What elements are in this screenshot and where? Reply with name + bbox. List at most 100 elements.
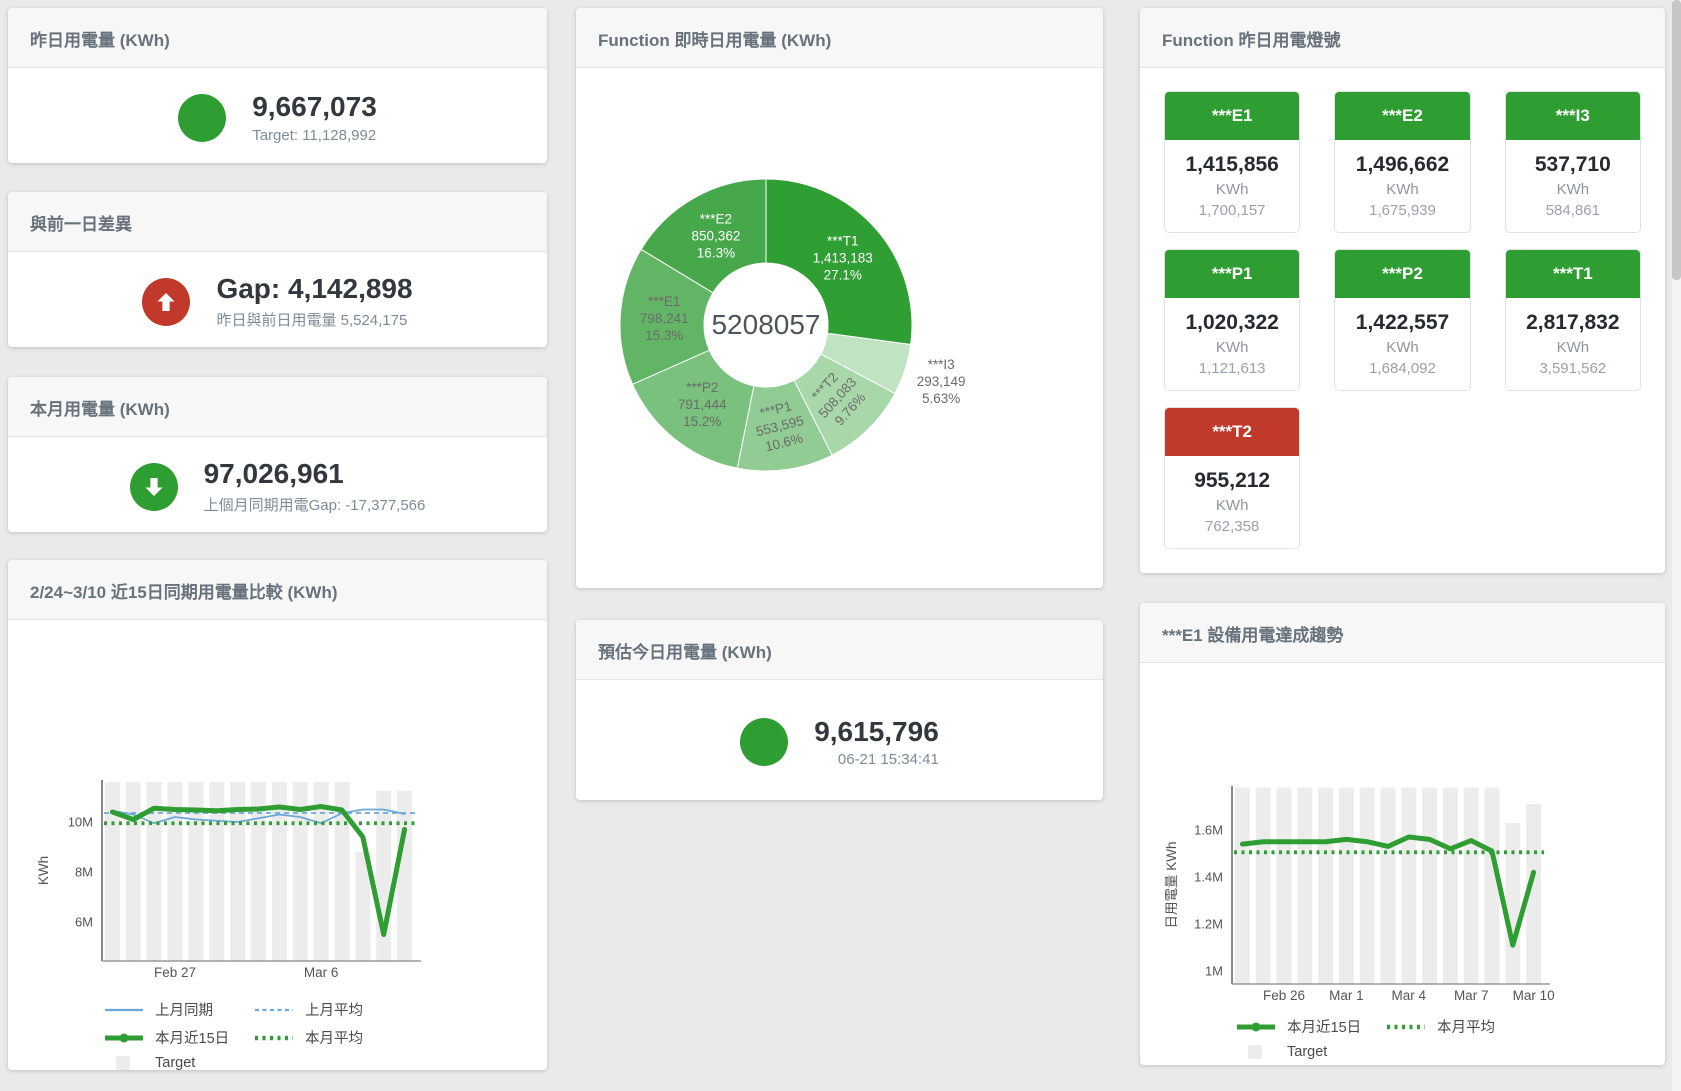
svg-text:Feb 26: Feb 26 xyxy=(1263,988,1305,1003)
svg-text:1.2M: 1.2M xyxy=(1194,917,1223,932)
legend-label: 上月同期 xyxy=(155,1003,213,1019)
tile-value: 1,496,662 xyxy=(1355,153,1450,176)
arrow-down-icon xyxy=(129,462,178,511)
kpi-value: 9,667,073 xyxy=(252,91,377,123)
legend-item[interactable]: 本月平均 xyxy=(1385,1016,1535,1037)
card-today-forecast: 預估今日用電量 (KWh) 9,615,796 06-21 15:34:41 xyxy=(576,620,1103,800)
svg-text:***T1: ***T1 xyxy=(827,233,859,248)
device-tile: ***P1 1,020,322 KWh 1,121,613 xyxy=(1164,249,1301,391)
legend-item[interactable]: 上月平均 xyxy=(253,999,403,1020)
card-yesterday-usage: 昨日用電量 (KWh) 9,667,073 Target: 11,128,992 xyxy=(8,8,547,163)
kpi-timestamp: 06-21 15:34:41 xyxy=(837,751,939,769)
svg-text:15.3%: 15.3% xyxy=(645,328,683,343)
legend-label: Target xyxy=(1287,1044,1328,1060)
legend-item[interactable]: 本月近15日 xyxy=(103,1027,253,1048)
kpi-subtitle: 昨日與前日用電量 5,524,175 xyxy=(216,311,408,329)
tile-value: 1,415,856 xyxy=(1185,153,1279,176)
legend-label: 本月近15日 xyxy=(155,1031,230,1047)
tile-value: 2,817,832 xyxy=(1526,311,1620,334)
comparison-line-chart[interactable]: 6M 8M 10M KWh Feb 27 Mar 6 xyxy=(8,620,547,997)
card-title: 本月用電量 (KWh) xyxy=(8,377,547,437)
card-15day-comparison-chart: 2/24~3/10 近15日同期用電量比較 (KWh) 6M 8M 10M KWh Fe… xyxy=(8,560,547,1071)
tile-target: 762,358 xyxy=(1205,518,1260,535)
legend-item[interactable]: 上月同期 xyxy=(103,999,253,1020)
svg-text:***I3: ***I3 xyxy=(928,357,955,372)
svg-text:10M: 10M xyxy=(68,815,93,830)
device-tile: ***E2 1,496,662 KWh 1,675,939 xyxy=(1334,91,1471,233)
tile-unit: KWh xyxy=(1556,181,1590,198)
device-tile: ***T1 2,817,832 KWh 3,591,562 xyxy=(1504,249,1641,391)
tile-device-name: ***T2 xyxy=(1165,408,1300,456)
chart-legend: 本月近15日 本月平均 Target xyxy=(1140,1016,1665,1060)
svg-text:8M: 8M xyxy=(75,865,93,880)
tile-unit: KWh xyxy=(1386,339,1419,356)
card-month-usage: 本月用電量 (KWh) 97,026,961 上個月同期用電Gap: -17,3… xyxy=(8,377,547,532)
svg-text:15.2%: 15.2% xyxy=(683,414,721,429)
svg-text:27.1%: 27.1% xyxy=(824,267,862,282)
card-e1-trend-chart: ***E1 設備用電達成趨勢 1M 1.2M 1.4M 1.6M 日用電量 KWh Feb… xyxy=(1140,603,1665,1065)
arrow-up-icon xyxy=(142,277,191,326)
tile-target: 1,700,157 xyxy=(1198,202,1266,219)
svg-text:16.3%: 16.3% xyxy=(697,246,735,261)
function-usage-donut-chart[interactable]: ***T1 1,413,183 27.1% ***I3 293,149 5.63% ***T… xyxy=(576,68,1103,596)
tile-target: 1,121,613 xyxy=(1198,360,1266,377)
svg-text:日用電量 KWh: 日用電量 KWh xyxy=(1164,841,1179,928)
card-yesterday-lights: Function 昨日用電燈號 ***E1 1,415,856 KWh 1,700,1… xyxy=(1140,8,1665,573)
kpi-text: 9,667,073 Target: 11,128,992 xyxy=(252,91,377,143)
device-tile: ***I3 537,710 KWh 584,861 xyxy=(1504,91,1641,233)
kpi-subtitle: Target: 11,128,992 xyxy=(252,126,377,144)
kpi-value: Gap: 4,142,898 xyxy=(216,273,413,305)
page-scrollbar-thumb[interactable] xyxy=(1672,0,1681,280)
status-circle-icon xyxy=(178,93,227,142)
svg-text:***E2: ***E2 xyxy=(700,212,732,227)
card-title: Function 昨日用電燈號 xyxy=(1140,8,1665,68)
green-thick-legend-swatch-icon xyxy=(1237,1022,1275,1031)
tile-unit: KWh xyxy=(1215,181,1249,198)
e1-trend-line-chart[interactable]: 1M 1.2M 1.4M 1.6M 日用電量 KWh Feb 26 Mar 1 Mar 4 Ma… xyxy=(1140,663,1665,1014)
kpi-subtitle: 上個月同期用電Gap: -17,377,566 xyxy=(203,496,426,514)
green-dots-legend-swatch-icon xyxy=(1387,1024,1425,1029)
legend-label: 本月平均 xyxy=(1437,1020,1495,1036)
svg-text:798,241: 798,241 xyxy=(640,311,689,326)
svg-text:791,444: 791,444 xyxy=(678,397,727,412)
legend-item[interactable]: Target xyxy=(1235,1044,1385,1060)
tile-unit: KWh xyxy=(1386,181,1419,198)
legend-label: 上月平均 xyxy=(305,1003,363,1019)
kpi-value: 9,615,796 xyxy=(814,715,939,747)
legend-item[interactable]: 本月近15日 xyxy=(1235,1016,1385,1037)
tile-value: 537,710 xyxy=(1534,153,1611,176)
green-dots-legend-swatch-icon xyxy=(255,1035,293,1040)
legend-label: Target xyxy=(155,1055,196,1071)
tile-value: 1,422,557 xyxy=(1355,311,1450,334)
svg-text:Mar 1: Mar 1 xyxy=(1329,988,1364,1003)
svg-text:5208057: 5208057 xyxy=(711,309,820,340)
svg-text:1.4M: 1.4M xyxy=(1194,870,1223,885)
page-scrollbar-track xyxy=(1672,0,1681,1091)
tile-target: 1,675,939 xyxy=(1369,202,1436,219)
svg-text:Mar 4: Mar 4 xyxy=(1392,988,1427,1003)
device-tile: ***P2 1,422,557 KWh 1,684,092 xyxy=(1334,249,1471,391)
svg-text:293,149: 293,149 xyxy=(917,374,966,389)
svg-text:Mar 7: Mar 7 xyxy=(1454,988,1489,1003)
legend-label: 本月近15日 xyxy=(1287,1020,1362,1036)
svg-text:Feb 27: Feb 27 xyxy=(154,965,196,980)
legend-item[interactable]: 本月平均 xyxy=(253,1027,403,1048)
status-circle-icon xyxy=(740,718,789,766)
tile-device-name: ***E2 xyxy=(1335,92,1470,140)
legend-label: 本月平均 xyxy=(305,1031,363,1047)
tile-target: 584,861 xyxy=(1545,202,1600,219)
chart-legend: 上月同期 上月平均本月近15日 本月平均 Target xyxy=(8,999,547,1071)
card-title: ***E1 設備用電達成趨勢 xyxy=(1140,603,1665,663)
legend-item[interactable]: Target xyxy=(103,1055,253,1071)
svg-text:5.63%: 5.63% xyxy=(922,391,960,406)
tile-value: 955,212 xyxy=(1194,469,1271,492)
card-title: Function 即時日用電量 (KWh) xyxy=(576,8,1103,68)
device-tile: ***T2 955,212 KWh 762,358 xyxy=(1164,407,1301,549)
card-title: 2/24~3/10 近15日同期用電量比較 (KWh) xyxy=(8,560,547,620)
gray-square-legend-swatch-icon xyxy=(1248,1045,1262,1059)
device-tile: ***E1 1,415,856 KWh 1,700,157 xyxy=(1164,91,1301,233)
blue-dash-legend-swatch-icon xyxy=(255,1008,293,1011)
kpi-value: 97,026,961 xyxy=(203,458,344,490)
svg-text:850,362: 850,362 xyxy=(692,229,741,244)
